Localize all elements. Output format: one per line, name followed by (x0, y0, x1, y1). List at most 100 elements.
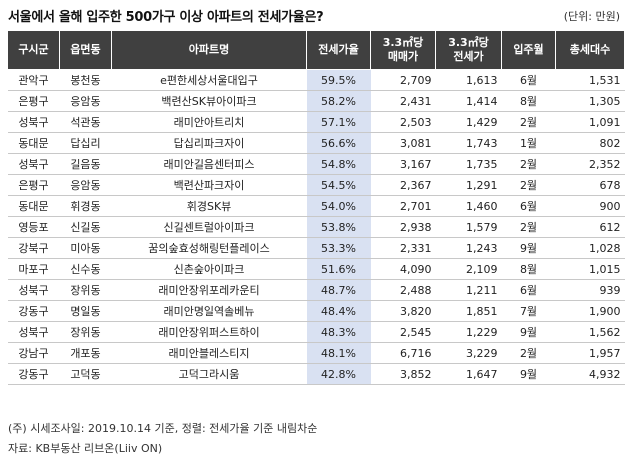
cell-total-units: 1,091 (555, 111, 625, 133)
cell-jeonse-price: 1,743 (435, 132, 502, 154)
cell-jeonse-price: 1,613 (435, 69, 502, 91)
cell-total-units: 4,932 (555, 363, 625, 385)
cell-jeonse-price: 1,414 (435, 90, 502, 112)
cell-jeonse-rate: 54.0% (306, 195, 371, 217)
cell-move-in-month: 2월 (501, 153, 556, 175)
cell-jeonse-rate: 56.6% (306, 132, 371, 154)
cell-apartment: 래미안장위포레카운티 (111, 279, 307, 301)
cell-dong: 개포동 (59, 342, 112, 364)
cell-jeonse-rate: 48.4% (306, 300, 371, 322)
cell-jeonse-price: 1,211 (435, 279, 502, 301)
cell-total-units: 1,531 (555, 69, 625, 91)
header-district: 구시군 (7, 30, 60, 70)
cell-jeonse-rate: 51.6% (306, 258, 371, 280)
cell-jeonse-price: 1,735 (435, 153, 502, 175)
cell-apartment: 래미안블레스티지 (111, 342, 307, 364)
cell-dong: 휘경동 (59, 195, 112, 217)
cell-jeonse-price: 1,229 (435, 321, 502, 343)
cell-district: 관악구 (7, 69, 60, 91)
header-jeonse-line1: 3.3㎡당 (448, 36, 489, 49)
cell-jeonse-price: 1,291 (435, 174, 502, 196)
cell-apartment: 신길센트럴아이파크 (111, 216, 307, 238)
table-row: 성북구 석관동 래미안아트리치 57.1% 2,503 1,429 2월 1,091 (7, 111, 625, 133)
cell-jeonse-price: 1,851 (435, 300, 502, 322)
cell-apartment: 래미안아트리치 (111, 111, 307, 133)
cell-move-in-month: 2월 (501, 216, 556, 238)
cell-dong: 미아동 (59, 237, 112, 259)
cell-sale-price: 2,938 (370, 216, 436, 238)
cell-dong: 명일동 (59, 300, 112, 322)
cell-total-units: 1,028 (555, 237, 625, 259)
cell-jeonse-rate: 42.8% (306, 363, 371, 385)
cell-move-in-month: 6월 (501, 195, 556, 217)
cell-dong: 길음동 (59, 153, 112, 175)
cell-sale-price: 3,820 (370, 300, 436, 322)
table-row: 마포구 신수동 신촌숲아이파크 51.6% 4,090 2,109 8월 1,015 (7, 258, 625, 280)
cell-total-units: 1,015 (555, 258, 625, 280)
cell-district: 은평구 (7, 174, 60, 196)
cell-apartment: 래미안길음센터피스 (111, 153, 307, 175)
header-move-in-month: 입주월 (501, 30, 556, 70)
source-note: 자료: KB부동산 리브온(Liiv ON) (8, 442, 163, 455)
table-row: 은평구 응암동 백련산SK뷰아이파크 58.2% 2,431 1,414 8월 1,305 (7, 90, 625, 112)
table-row: 성북구 길음동 래미안길음센터피스 54.8% 3,167 1,735 2월 2,352 (7, 153, 625, 175)
cell-apartment: 래미안명일역솔베뉴 (111, 300, 307, 322)
cell-jeonse-price: 3,229 (435, 342, 502, 364)
apartment-table: 구시군 읍면동 아파트명 전세가율 3.3㎡당 매매가 3.3㎡당 전세가 입주… (7, 30, 625, 385)
cell-move-in-month: 2월 (501, 342, 556, 364)
cell-move-in-month: 6월 (501, 279, 556, 301)
table-row: 영등포 신길동 신길센트럴아이파크 53.8% 2,938 1,579 2월 612 (7, 216, 625, 238)
cell-district: 강북구 (7, 237, 60, 259)
cell-total-units: 1,305 (555, 90, 625, 112)
cell-jeonse-price: 1,429 (435, 111, 502, 133)
header-jeonse-line2: 전세가 (453, 50, 484, 63)
cell-dong: 신길동 (59, 216, 112, 238)
cell-district: 성북구 (7, 279, 60, 301)
cell-sale-price: 2,488 (370, 279, 436, 301)
cell-move-in-month: 2월 (501, 111, 556, 133)
cell-move-in-month: 9월 (501, 321, 556, 343)
cell-apartment: 신촌숲아이파크 (111, 258, 307, 280)
cell-sale-price: 2,545 (370, 321, 436, 343)
cell-apartment: 답십리파크자이 (111, 132, 307, 154)
cell-district: 강남구 (7, 342, 60, 364)
header-total-units: 총세대수 (555, 30, 625, 70)
table-body: 관악구 봉천동 e편한세상서울대입구 59.5% 2,709 1,613 6월 1,531 은평… (7, 69, 625, 385)
table-row: 강북구 미아동 꿈의숲효성해링턴플레이스 53.3% 2,331 1,243 9월 1,028 (7, 237, 625, 259)
unit-label: (단위: 만원) (563, 10, 620, 23)
cell-move-in-month: 2월 (501, 174, 556, 196)
cell-jeonse-rate: 54.8% (306, 153, 371, 175)
cell-district: 영등포 (7, 216, 60, 238)
table-header-row: 구시군 읍면동 아파트명 전세가율 3.3㎡당 매매가 3.3㎡당 전세가 입주… (7, 30, 625, 70)
cell-total-units: 1,957 (555, 342, 625, 364)
footnote: (주) 시세조사일: 2019.10.14 기준, 정렬: 전세가율 기준 내림… (8, 422, 318, 435)
cell-district: 성북구 (7, 321, 60, 343)
cell-dong: 석관동 (59, 111, 112, 133)
cell-apartment: 백련산파크자이 (111, 174, 307, 196)
cell-sale-price: 3,167 (370, 153, 436, 175)
cell-sale-price: 2,503 (370, 111, 436, 133)
header-jeonse-rate: 전세가율 (306, 30, 371, 70)
cell-sale-price: 6,716 (370, 342, 436, 364)
cell-jeonse-rate: 48.7% (306, 279, 371, 301)
cell-jeonse-rate: 53.8% (306, 216, 371, 238)
cell-dong: 고덕동 (59, 363, 112, 385)
cell-dong: 장위동 (59, 279, 112, 301)
cell-district: 동대문 (7, 132, 60, 154)
cell-dong: 장위동 (59, 321, 112, 343)
cell-total-units: 802 (555, 132, 625, 154)
cell-dong: 답십리 (59, 132, 112, 154)
cell-jeonse-rate: 58.2% (306, 90, 371, 112)
cell-total-units: 939 (555, 279, 625, 301)
cell-district: 동대문 (7, 195, 60, 217)
cell-sale-price: 3,081 (370, 132, 436, 154)
cell-move-in-month: 8월 (501, 90, 556, 112)
cell-dong: 봉천동 (59, 69, 112, 91)
cell-total-units: 900 (555, 195, 625, 217)
cell-apartment: 백련산SK뷰아이파크 (111, 90, 307, 112)
cell-move-in-month: 1월 (501, 132, 556, 154)
table-row: 강동구 고덕동 고덕그라시움 42.8% 3,852 1,647 9월 4,932 (7, 363, 625, 385)
table-row: 성북구 장위동 래미안장위포레카운티 48.7% 2,488 1,211 6월 939 (7, 279, 625, 301)
cell-jeonse-price: 1,579 (435, 216, 502, 238)
